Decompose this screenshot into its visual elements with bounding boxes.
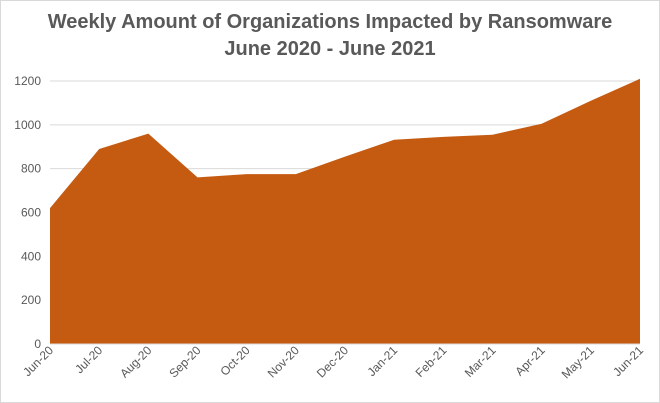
x-tick-label: Mar-21 xyxy=(462,343,499,380)
data-point-Aug-20 xyxy=(147,132,150,135)
y-tick-label: 0 xyxy=(34,337,41,351)
x-tick-label: Aug-20 xyxy=(117,343,154,380)
data-point-Jun-21 xyxy=(639,77,642,80)
chart-subtitle: June 2020 - June 2021 xyxy=(224,38,436,60)
x-tick-label: Apr-21 xyxy=(512,343,548,379)
data-point-Apr-21 xyxy=(540,122,543,125)
y-tick-label: 400 xyxy=(21,249,41,263)
data-point-Jan-21 xyxy=(393,138,396,141)
x-tick-label: Jun-21 xyxy=(610,343,646,379)
data-point-Sep-20 xyxy=(196,176,199,179)
chart-title: Weekly Amount of Organizations Impacted … xyxy=(47,11,613,33)
y-tick-label: 600 xyxy=(21,206,41,220)
x-tick-label: Jan-21 xyxy=(364,343,400,379)
area-series-fill xyxy=(50,78,640,344)
data-point-Jun-20 xyxy=(49,207,52,210)
data-point-Oct-20 xyxy=(245,173,248,176)
y-tick-label: 800 xyxy=(21,162,41,176)
x-tick-label: Oct-20 xyxy=(217,343,253,379)
data-point-Jul-20 xyxy=(98,147,101,150)
data-point-Mar-21 xyxy=(491,133,494,136)
y-tick-label: 1200 xyxy=(14,74,41,88)
x-tick-label: Feb-21 xyxy=(413,343,450,380)
x-axis: Jun-20 Jul-20 Aug-20 Sep-20 Oct-20 Nov-20 Dec-… xyxy=(20,343,646,381)
chart-title-block: Weekly Amount of Organizations Impacted … xyxy=(1,9,659,63)
x-tick-label: Jul-20 xyxy=(72,343,105,376)
data-point-Feb-21 xyxy=(442,135,445,138)
data-point-Nov-20 xyxy=(294,173,297,176)
y-tick-label: 1000 xyxy=(14,118,41,132)
area-series xyxy=(49,77,642,344)
x-tick-label: May-21 xyxy=(559,343,597,381)
x-tick-label: Nov-20 xyxy=(265,343,302,380)
data-point-Dec-20 xyxy=(344,155,347,158)
y-tick-label: 200 xyxy=(21,293,41,307)
data-point-May-21 xyxy=(589,99,592,102)
x-tick-label: Dec-20 xyxy=(314,343,351,380)
x-tick-label: Sep-20 xyxy=(166,343,203,380)
y-axis: 0 200 400 600 800 1000 1200 xyxy=(14,74,41,351)
